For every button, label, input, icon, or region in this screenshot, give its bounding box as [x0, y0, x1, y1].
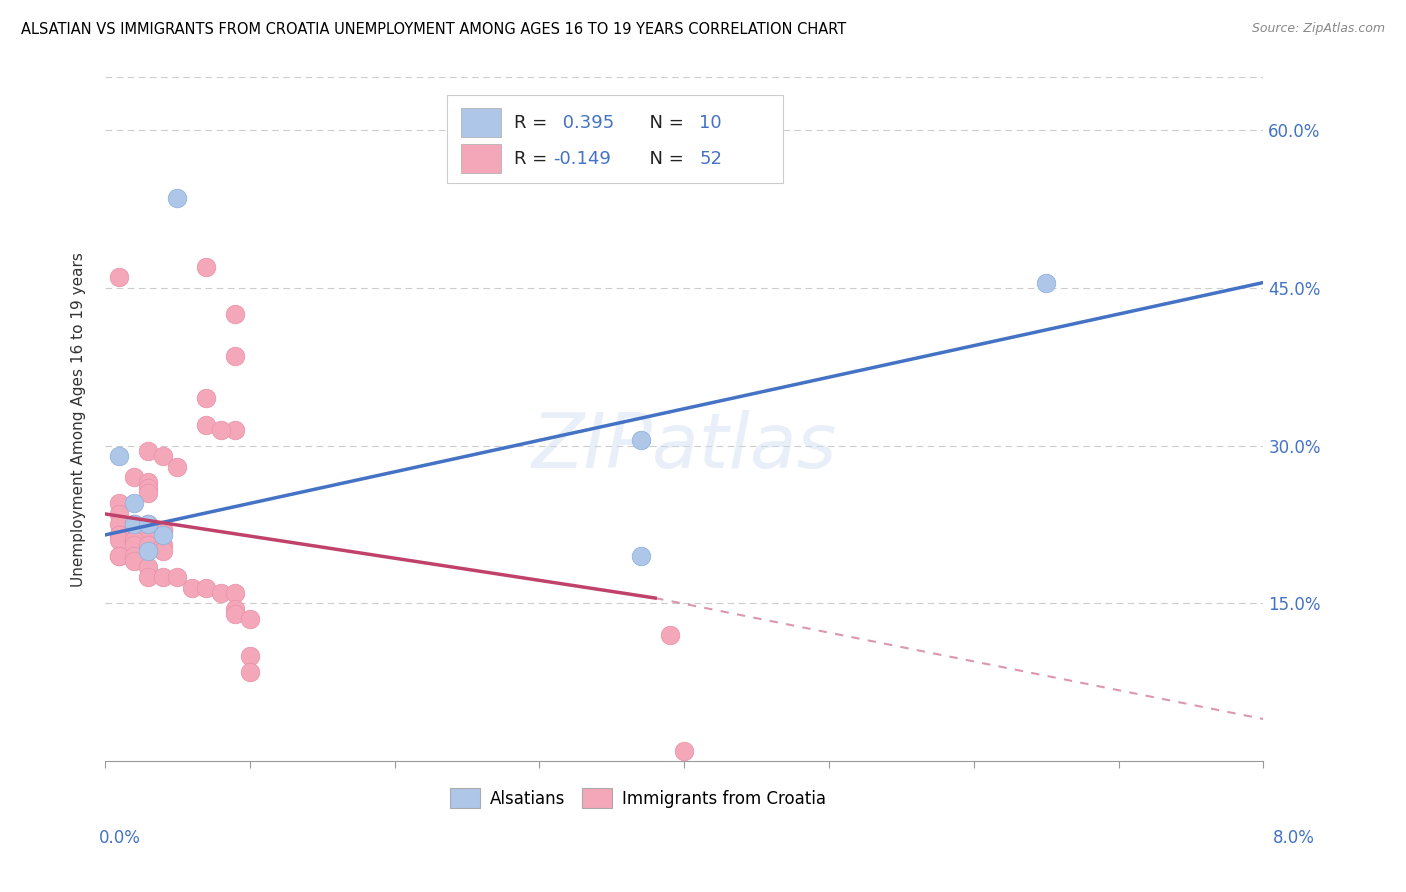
Text: 0.395: 0.395 [557, 113, 614, 131]
Text: 52: 52 [699, 150, 723, 168]
FancyBboxPatch shape [461, 108, 501, 136]
Point [224, 607, 246, 621]
Point [108, 507, 131, 521]
Point [108, 270, 131, 285]
FancyBboxPatch shape [447, 95, 783, 184]
Point [138, 570, 160, 584]
Point [108, 528, 131, 542]
Point [108, 528, 131, 542]
Point [122, 554, 145, 568]
Legend: Alsatians, Immigrants from Croatia: Alsatians, Immigrants from Croatia [443, 781, 832, 814]
Point [152, 570, 174, 584]
Point [138, 523, 160, 537]
Point [152, 523, 174, 537]
Text: N =: N = [638, 113, 689, 131]
Point [122, 470, 145, 484]
Point [138, 475, 160, 490]
FancyBboxPatch shape [461, 145, 501, 173]
Text: N =: N = [638, 150, 689, 168]
Point [108, 449, 131, 463]
Point [224, 349, 246, 363]
Point [195, 417, 218, 432]
Point [138, 486, 160, 500]
Point [138, 481, 160, 495]
Point [195, 391, 218, 405]
Point [152, 523, 174, 537]
Point [122, 539, 145, 553]
Point [152, 528, 174, 542]
Text: 10: 10 [699, 113, 721, 131]
Point [138, 539, 160, 553]
Text: R =: R = [513, 113, 553, 131]
Text: 8.0%: 8.0% [1272, 829, 1315, 847]
Point [224, 601, 246, 615]
Text: ZIPatlas: ZIPatlas [531, 409, 837, 483]
Text: Source: ZipAtlas.com: Source: ZipAtlas.com [1251, 22, 1385, 36]
Point [122, 517, 145, 532]
Point [630, 434, 652, 448]
Point [166, 191, 188, 205]
Point [122, 496, 145, 510]
Point [122, 533, 145, 548]
Point [108, 549, 131, 563]
Point [1035, 276, 1057, 290]
Point [108, 533, 131, 548]
Point [166, 459, 188, 474]
Point [239, 612, 262, 626]
Text: R =: R = [513, 150, 553, 168]
Point [166, 570, 188, 584]
Point [630, 549, 652, 563]
Point [152, 449, 174, 463]
Point [122, 517, 145, 532]
Point [152, 539, 174, 553]
Point [122, 533, 145, 548]
Point [658, 628, 681, 642]
Point [224, 307, 246, 321]
Point [108, 517, 131, 532]
Point [209, 423, 232, 437]
Point [138, 443, 160, 458]
Point [108, 549, 131, 563]
Point [138, 543, 160, 558]
Point [122, 517, 145, 532]
Point [209, 586, 232, 600]
Point [108, 496, 131, 510]
Text: -0.149: -0.149 [554, 150, 612, 168]
Point [180, 581, 202, 595]
Point [152, 543, 174, 558]
Text: ALSATIAN VS IMMIGRANTS FROM CROATIA UNEMPLOYMENT AMONG AGES 16 TO 19 YEARS CORRE: ALSATIAN VS IMMIGRANTS FROM CROATIA UNEM… [21, 22, 846, 37]
Point [138, 517, 160, 532]
Point [224, 586, 246, 600]
Y-axis label: Unemployment Among Ages 16 to 19 years: Unemployment Among Ages 16 to 19 years [72, 252, 86, 587]
Point [138, 517, 160, 532]
Point [239, 665, 262, 679]
Point [122, 549, 145, 563]
Point [195, 581, 218, 595]
Text: 0.0%: 0.0% [98, 829, 141, 847]
Point [239, 648, 262, 663]
Point [224, 423, 246, 437]
Point [138, 559, 160, 574]
Point [195, 260, 218, 274]
Point [673, 743, 696, 757]
